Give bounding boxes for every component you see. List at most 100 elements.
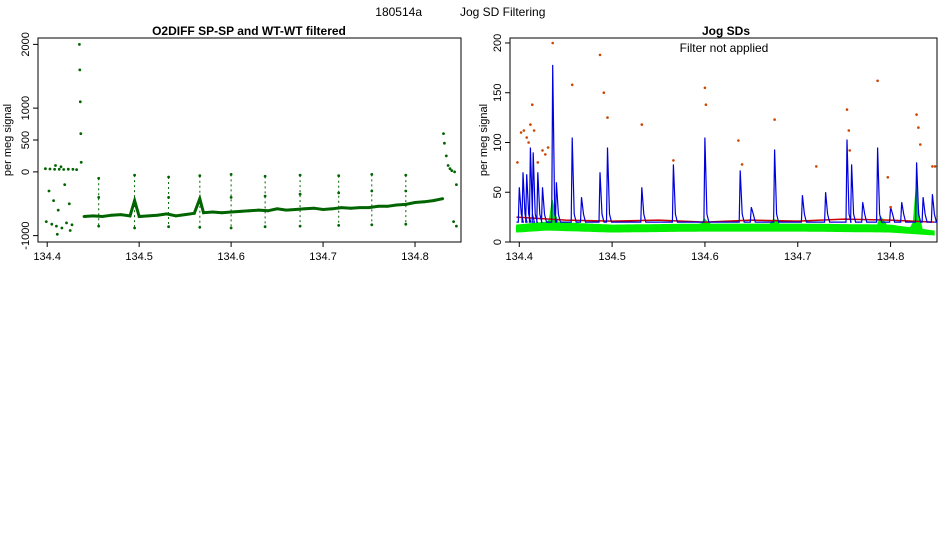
left-point-5 (66, 167, 70, 171)
left-point-64 (413, 201, 417, 204)
left-point-107 (452, 220, 455, 224)
right-point-33 (919, 143, 922, 146)
right-xtick-label-3: 134.7 (784, 251, 812, 263)
left-point-100 (444, 154, 448, 158)
right-point-19 (703, 86, 707, 90)
left-point-63 (404, 203, 408, 206)
left-point-25 (78, 100, 82, 104)
left-xtick-label-1: 134.5 (125, 251, 153, 263)
right-point-21 (737, 139, 740, 142)
left-point-102 (448, 167, 452, 171)
left-point-31 (110, 213, 113, 217)
left-series-drift-line (83, 193, 443, 219)
left-point-55 (330, 207, 334, 211)
left-point-14 (47, 189, 51, 193)
left-point-12 (65, 221, 68, 225)
left-point-41 (202, 211, 205, 215)
panel-left-marks (44, 43, 458, 236)
left-point-70 (97, 224, 101, 228)
left-point-27 (79, 160, 83, 164)
left-point-49 (275, 207, 279, 211)
panel-right-axes: 134.4 134.5 134.6 134.7 134.8 0 50 100 150 200 (492, 34, 904, 263)
right-point-15 (602, 91, 606, 94)
right-point-28 (876, 79, 879, 83)
left-point-44 (229, 210, 233, 214)
right-point-26 (847, 129, 851, 132)
left-ytick-label-3: 1000 (20, 96, 32, 120)
left-point-30 (101, 215, 104, 218)
panel-left-ylabel: per meg signal (2, 104, 14, 176)
right-point-6 (531, 103, 534, 106)
left-point-37 (165, 212, 169, 216)
panel-right-ylabel: per meg signal (478, 104, 490, 176)
left-point-8 (44, 220, 48, 224)
right-point-24 (815, 165, 818, 168)
left-xtick-label-4: 134.8 (401, 251, 429, 263)
left-point-1 (48, 167, 52, 171)
left-point-38 (174, 214, 178, 218)
right-point-30 (889, 205, 892, 209)
left-point-62 (395, 203, 398, 207)
left-point-3 (57, 167, 61, 171)
left-point-10 (55, 224, 58, 228)
left-point-32 (119, 213, 123, 217)
right-point-27 (848, 149, 851, 152)
left-point-16 (56, 208, 60, 212)
right-xtick-label-2: 134.6 (691, 251, 719, 263)
right-series-green-band (516, 185, 935, 236)
left-point-46 (248, 209, 251, 213)
left-point-9 (50, 222, 54, 226)
left-point-15 (52, 199, 55, 203)
left-point-73 (133, 226, 137, 230)
left-point-101 (446, 164, 450, 167)
left-point-91 (337, 224, 341, 227)
left-point-2 (53, 167, 56, 171)
left-point-47 (257, 208, 261, 212)
left-point-54 (321, 208, 325, 211)
left-point-26 (79, 132, 83, 136)
right-point-0 (516, 161, 519, 164)
figure-title: Jog SD Filtering (460, 5, 545, 19)
left-point-21 (55, 232, 59, 236)
left-point-90 (337, 191, 341, 195)
panel-right: Jog SDs Filter not applied per meg signa… (478, 24, 938, 263)
right-point-23 (773, 118, 776, 121)
right-series-blue-spikes (516, 64, 938, 223)
right-xtick-label-1: 134.5 (598, 251, 626, 263)
right-point-32 (917, 126, 920, 129)
left-point-36 (156, 213, 159, 217)
right-point-4 (527, 141, 530, 144)
left-point-22 (68, 229, 72, 232)
right-ytick-label-0: 0 (492, 239, 504, 245)
left-point-99 (443, 141, 446, 145)
panel-right-plot-frame (509, 37, 938, 243)
left-point-66 (432, 199, 435, 203)
left-point-7 (75, 168, 78, 172)
left-point-53 (312, 206, 316, 210)
left-point-98 (442, 132, 445, 136)
left-point-106 (455, 224, 458, 228)
left-point-48 (266, 209, 270, 213)
left-point-24 (78, 68, 82, 72)
right-series-red-line (516, 216, 935, 223)
right-point-20 (704, 103, 708, 106)
left-point-40 (192, 211, 196, 215)
left-point-59 (367, 206, 371, 210)
left-point-0 (44, 167, 47, 171)
right-point-35 (933, 165, 937, 168)
left-ytick-label-0: -1000 (20, 222, 32, 250)
left-point-87 (298, 192, 302, 196)
left-point-42 (211, 210, 215, 214)
left-point-39 (183, 213, 187, 217)
left-point-33 (128, 214, 132, 218)
right-ytick-label-2: 100 (492, 133, 504, 151)
left-point-6 (71, 167, 75, 171)
right-point-2 (522, 129, 526, 132)
left-xtick-label-3: 134.7 (309, 251, 337, 263)
left-ytick-label-1: 0 (20, 169, 32, 175)
left-point-51 (294, 208, 297, 211)
left-point-11 (60, 226, 64, 230)
right-point-34 (931, 165, 934, 168)
left-point-97 (404, 222, 408, 226)
